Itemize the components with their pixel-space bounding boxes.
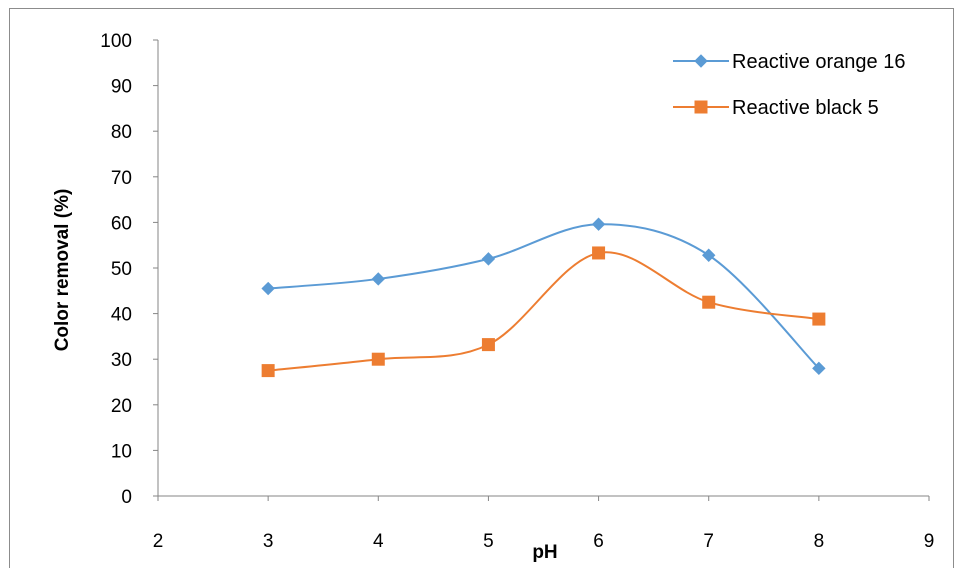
y-tick-label: 50 xyxy=(111,259,132,280)
x-tick-label: 2 xyxy=(153,531,164,552)
data-point xyxy=(591,217,606,231)
legend-marker xyxy=(694,100,708,114)
y-tick-label: 0 xyxy=(121,487,132,508)
legend-label: Reactive black 5 xyxy=(732,97,879,119)
x-tick-label: 9 xyxy=(924,531,935,552)
legend-label: Reactive orange 16 xyxy=(732,51,905,73)
axes: 0 10 20 30 40 50 60 70 80 90 100 2 3 4 5 6 7 8 9 xyxy=(100,31,934,552)
x-tick-label: 8 xyxy=(814,531,825,552)
y-tick-label: 80 xyxy=(111,122,132,143)
data-point xyxy=(371,352,385,366)
y-tick-label: 100 xyxy=(100,31,132,52)
x-tick-label: 3 xyxy=(263,531,274,552)
legend-entry: Reactive orange 16 xyxy=(673,51,905,73)
series-line xyxy=(268,251,820,372)
data-point xyxy=(812,312,826,326)
x-tick-label: 4 xyxy=(373,531,384,552)
legend-marker xyxy=(694,54,708,68)
y-tick-label: 30 xyxy=(111,350,132,371)
x-axis-title: pH xyxy=(532,542,557,562)
y-tick-label: 90 xyxy=(111,77,132,98)
data-point xyxy=(812,361,826,376)
data-point xyxy=(261,364,275,378)
series-2 xyxy=(261,246,826,378)
series-1 xyxy=(261,217,826,376)
x-tick-label: 6 xyxy=(593,531,604,552)
data-point xyxy=(702,248,716,262)
chart-frame xyxy=(9,8,954,568)
series-layer xyxy=(261,217,826,378)
legend-entry: Reactive black 5 xyxy=(673,97,879,119)
y-tick-label: 60 xyxy=(111,213,132,234)
y-tick-label: 20 xyxy=(111,396,132,417)
x-tick-label: 5 xyxy=(483,531,494,552)
x-tick-label: 7 xyxy=(703,531,714,552)
y-axis-title: Color removal (%) xyxy=(52,189,73,352)
series-line xyxy=(268,223,820,370)
data-point xyxy=(702,295,716,309)
data-point xyxy=(481,252,496,266)
data-point xyxy=(481,338,495,352)
y-tick-label: 70 xyxy=(111,168,132,189)
legend: Reactive orange 16 Reactive black 5 xyxy=(673,51,905,119)
y-tick-label: 40 xyxy=(111,305,132,326)
data-point xyxy=(261,281,275,296)
data-point xyxy=(592,246,606,260)
data-point xyxy=(371,272,385,286)
y-tick-label: 10 xyxy=(111,441,132,462)
